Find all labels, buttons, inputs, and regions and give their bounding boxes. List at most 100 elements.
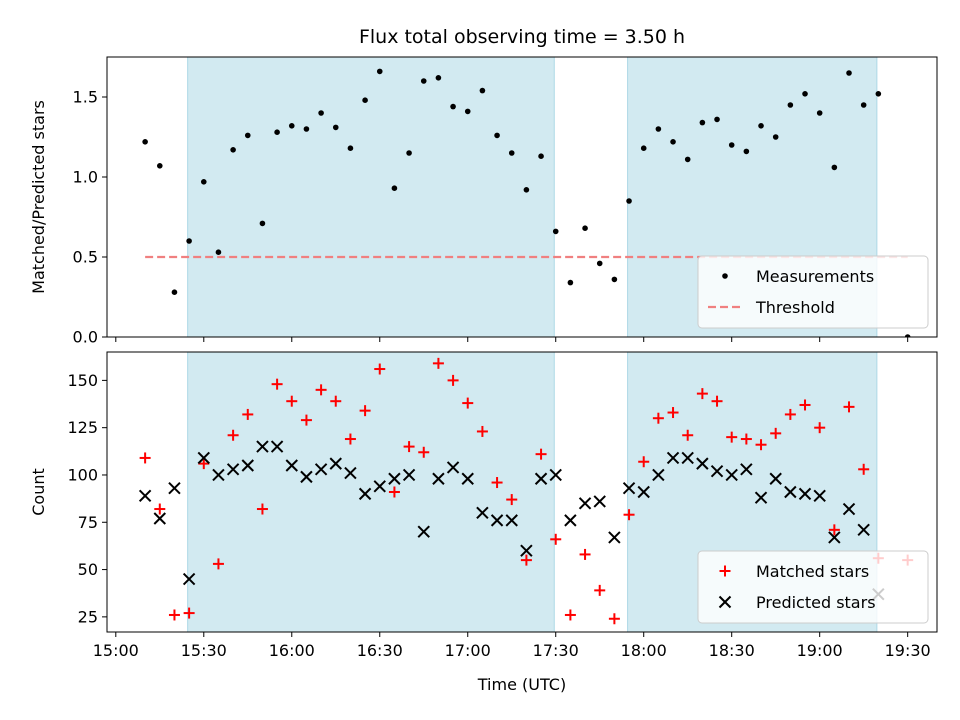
data-point	[490, 514, 504, 527]
data-point	[655, 126, 662, 132]
data-point	[623, 509, 635, 521]
data-point	[550, 533, 562, 545]
data-point	[758, 123, 764, 129]
data-point	[799, 399, 811, 411]
data-point	[476, 506, 489, 520]
x-tick-label: 15:30	[181, 641, 227, 660]
data-point	[403, 441, 415, 453]
legend-label: Predicted stars	[756, 593, 876, 612]
legend-box	[697, 255, 929, 329]
panel-measurements-ratio: 0.0 0.5 1.0 1.5 Matched/Predicted stars Measu…	[29, 56, 938, 347]
data-point	[843, 401, 855, 413]
data-point	[142, 139, 148, 145]
data-point	[464, 108, 471, 115]
data-point	[300, 414, 312, 426]
data-point	[303, 126, 310, 132]
data-point	[198, 458, 210, 470]
data-point	[446, 461, 460, 474]
data-point	[286, 395, 298, 407]
data-point	[506, 494, 518, 506]
y-tick-label: 75	[78, 513, 98, 532]
data-point	[154, 503, 166, 515]
shaded-interval	[187, 57, 555, 337]
data-point	[374, 363, 386, 375]
data-point	[362, 97, 368, 103]
data-point	[461, 472, 474, 485]
x-tick-label: 17:30	[533, 641, 579, 660]
data-point	[168, 609, 180, 621]
data-point	[242, 408, 254, 420]
x-tick-label: 19:30	[885, 641, 931, 660]
y-tick-label: 1.0	[73, 168, 98, 187]
x-tick-label: 16:00	[269, 641, 315, 660]
data-point	[831, 164, 838, 171]
data-point	[814, 422, 826, 434]
data-point	[875, 91, 882, 97]
data-point	[640, 145, 647, 151]
data-point	[447, 374, 459, 386]
data-point	[699, 119, 706, 126]
data-point	[667, 407, 679, 419]
shaded-interval	[187, 352, 555, 632]
data-point	[523, 187, 530, 193]
data-point	[244, 132, 251, 139]
data-point	[611, 276, 618, 283]
data-point	[344, 466, 357, 480]
data-point	[215, 249, 222, 255]
y-tick-label: 150	[67, 371, 98, 390]
axes-frame	[106, 56, 938, 338]
data-point	[858, 463, 870, 475]
data-point	[171, 289, 178, 296]
data-point	[622, 482, 636, 495]
data-point	[594, 584, 606, 596]
data-point	[462, 397, 474, 409]
data-point	[332, 124, 339, 131]
panel-star-counts: 25 50 75 100 125 150 15:00 15:30 16:00 16:30 17:00…	[29, 351, 938, 660]
data-point	[652, 468, 665, 482]
y-tick-label: 25	[78, 607, 98, 626]
y-tick-label: 1.5	[73, 88, 98, 107]
data-point	[420, 78, 427, 84]
data-point	[271, 378, 283, 390]
y-axis-label: Matched/Predicted stars	[29, 100, 48, 294]
data-point	[315, 384, 327, 396]
data-point	[435, 75, 442, 81]
data-point	[743, 148, 750, 155]
data-point	[402, 468, 416, 482]
legend-label: Threshold	[755, 298, 835, 317]
y-tick-label: 125	[67, 418, 98, 437]
data-point	[479, 87, 486, 94]
x-tick-label: 15:00	[93, 641, 139, 660]
data-point	[388, 472, 401, 485]
data-point	[358, 487, 372, 501]
data-point	[684, 156, 691, 163]
data-point	[740, 463, 753, 476]
data-point	[754, 491, 768, 504]
data-point	[726, 431, 738, 443]
data-point	[857, 523, 870, 537]
data-point	[274, 129, 280, 135]
x-tick-label: 17:00	[445, 641, 491, 660]
data-point	[520, 544, 533, 557]
data-point	[842, 502, 856, 516]
x-tick-label: 18:30	[709, 641, 755, 660]
data-point	[593, 495, 606, 508]
data-point	[755, 439, 767, 451]
data-point	[432, 472, 445, 485]
data-point	[138, 489, 152, 502]
data-point	[787, 102, 794, 108]
x-axis-label: Time (UTC)	[477, 675, 566, 694]
data-point	[740, 433, 752, 445]
y-tick-label: 0.5	[73, 248, 98, 267]
x-tick-label: 16:30	[357, 641, 403, 660]
y-tick-label: 50	[78, 560, 98, 579]
data-point	[505, 514, 518, 527]
data-point	[391, 185, 398, 191]
data-point	[256, 440, 269, 453]
data-point	[476, 425, 488, 437]
x-tick-label: 19:00	[797, 641, 843, 660]
data-point	[670, 139, 676, 145]
data-point	[725, 468, 738, 482]
data-point	[318, 110, 324, 116]
